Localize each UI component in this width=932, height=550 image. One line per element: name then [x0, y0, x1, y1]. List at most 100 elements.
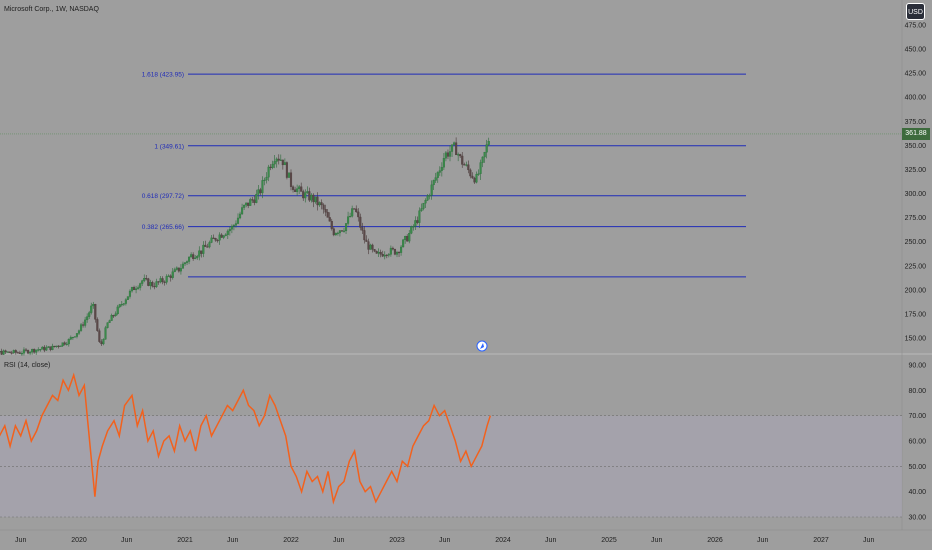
- time-tick-label: Jun: [757, 537, 768, 544]
- candle-body: [104, 327, 107, 340]
- candle-body: [263, 179, 266, 181]
- candle-body: [169, 275, 172, 278]
- candle-body: [69, 337, 72, 340]
- candle-body: [53, 345, 56, 348]
- rsi-tick-label: 90.00: [908, 363, 926, 370]
- price-tick-label: 350.00: [905, 143, 927, 150]
- candle-body: [342, 230, 346, 232]
- candle-body: [322, 204, 325, 210]
- candle-body: [179, 268, 182, 272]
- candle-body: [316, 196, 319, 206]
- candle-body: [190, 254, 193, 258]
- candle-body: [477, 173, 480, 175]
- candle-body: [135, 288, 138, 291]
- candle-body: [389, 247, 392, 255]
- candle-body: [418, 210, 421, 223]
- candle-body: [120, 304, 123, 306]
- candle-body: [367, 241, 370, 250]
- candle-body: [22, 349, 26, 354]
- candle-body: [147, 278, 150, 286]
- candle-body: [75, 333, 79, 337]
- candle-body: [106, 322, 109, 328]
- price-tick-label: 400.00: [905, 95, 927, 102]
- candle-body: [202, 244, 205, 254]
- chart-title: Microsoft Corp., 1W, NASDAQ: [4, 6, 99, 13]
- candle-body: [446, 152, 450, 157]
- candle-body: [165, 276, 168, 283]
- candle-body: [192, 254, 195, 259]
- candle-body: [473, 177, 476, 183]
- candle-body: [90, 305, 93, 313]
- candle-body: [245, 202, 248, 206]
- candle-body: [167, 275, 170, 277]
- candle-body: [259, 189, 262, 194]
- candle-body: [39, 349, 42, 351]
- candle-body: [71, 336, 74, 339]
- candle-body: [126, 296, 129, 300]
- candle-body: [100, 341, 103, 345]
- rsi-tick-label: 30.00: [908, 515, 926, 522]
- price-pane-bg: [0, 0, 932, 353]
- candle-body: [204, 244, 207, 247]
- candle-body: [92, 303, 95, 307]
- candle-body: [291, 186, 295, 190]
- currency-button[interactable]: USD: [906, 3, 925, 20]
- tradingview-logo-icon: [476, 340, 488, 352]
- candle-body: [318, 202, 321, 206]
- candle-body: [51, 345, 54, 350]
- candle-body: [73, 336, 76, 338]
- candle-body: [84, 319, 87, 326]
- fib-label: 0.618 (297.72): [142, 193, 184, 200]
- candle-body: [255, 193, 258, 203]
- candle-body: [41, 346, 44, 350]
- candle-body: [230, 226, 233, 230]
- candle-body: [47, 346, 50, 348]
- candle-body: [465, 164, 468, 166]
- candle-body: [243, 204, 246, 208]
- candle-body: [320, 202, 323, 206]
- candle-body: [310, 194, 313, 201]
- fib-label: 0.382 (265.66): [142, 224, 184, 231]
- candle-body: [183, 262, 187, 265]
- candle-body: [448, 151, 452, 157]
- candle-body: [124, 299, 127, 304]
- time-tick-label: 2022: [283, 537, 299, 544]
- candle-body: [63, 342, 66, 345]
- candle-body: [436, 172, 439, 178]
- candle-body: [453, 142, 456, 145]
- candle-body: [312, 194, 315, 203]
- candle-body: [265, 176, 268, 181]
- candle-body: [132, 286, 136, 291]
- candle-body: [86, 316, 89, 321]
- candle-body: [300, 186, 303, 192]
- candle-body: [469, 169, 472, 177]
- candle-body: [216, 240, 219, 242]
- candle-body: [251, 199, 254, 201]
- candle-body: [355, 208, 358, 213]
- candle-body: [479, 162, 482, 174]
- candle-body: [161, 278, 164, 283]
- candle-body: [45, 347, 48, 351]
- candle-body: [442, 158, 445, 168]
- time-tick-label: Jun: [651, 537, 662, 544]
- candle-body: [373, 249, 376, 252]
- candle-body: [61, 342, 64, 347]
- candle-body: [31, 349, 34, 353]
- candle-body: [159, 278, 162, 283]
- candle-body: [487, 141, 490, 145]
- candle-body: [24, 349, 28, 351]
- candle-body: [77, 330, 81, 334]
- candle-body: [12, 350, 15, 353]
- candle-body: [94, 303, 97, 320]
- candle-body: [273, 161, 276, 165]
- candle-body: [412, 226, 415, 228]
- candle-body: [43, 346, 46, 351]
- candle-body: [108, 320, 111, 323]
- candle-body: [357, 211, 360, 218]
- candle-body: [361, 227, 364, 231]
- candle-body: [171, 271, 174, 278]
- candle-body: [96, 319, 99, 331]
- price-tick-label: 475.00: [905, 23, 927, 30]
- candle-body: [467, 164, 470, 171]
